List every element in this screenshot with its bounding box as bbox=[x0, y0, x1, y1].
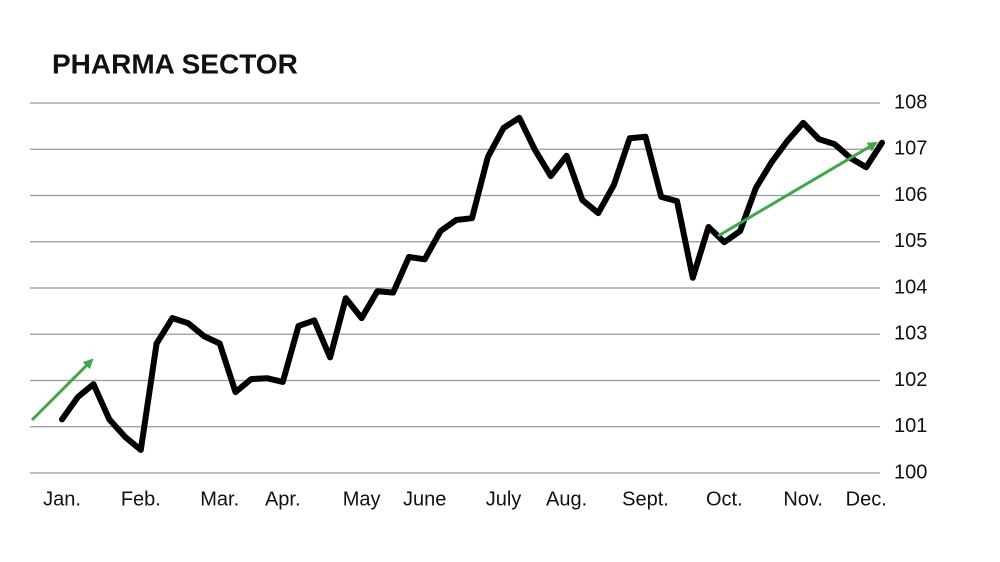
trend-arrow bbox=[717, 141, 878, 238]
y-tick-label: 101 bbox=[894, 415, 927, 437]
x-tick-label: Sept. bbox=[622, 488, 669, 510]
x-tick-label: May bbox=[343, 488, 381, 510]
y-tick-label: 100 bbox=[894, 461, 927, 483]
y-tick-label: 106 bbox=[894, 184, 927, 206]
y-tick-label: 103 bbox=[894, 323, 927, 345]
chart-title: PHARMA SECTOR bbox=[52, 48, 298, 79]
x-tick-label: Apr. bbox=[265, 488, 301, 510]
x-tick-label: Mar. bbox=[200, 488, 239, 510]
x-tick-label: Jan. bbox=[43, 488, 81, 510]
y-tick-label: 107 bbox=[894, 138, 927, 160]
x-tick-label: Nov. bbox=[783, 488, 823, 510]
price-line bbox=[59, 114, 885, 453]
y-tick-label: 105 bbox=[894, 230, 927, 252]
x-tick-label: Dec. bbox=[846, 488, 887, 510]
y-tick-label: 108 bbox=[894, 91, 927, 113]
x-tick-label: July bbox=[486, 488, 522, 510]
trend-arrow bbox=[30, 358, 94, 422]
x-tick-label: June bbox=[403, 488, 446, 510]
x-tick-label: Aug. bbox=[546, 488, 587, 510]
y-tick-label: 102 bbox=[894, 369, 927, 391]
y-tick-label: 104 bbox=[894, 276, 927, 298]
x-tick-label: Feb. bbox=[121, 488, 161, 510]
x-tick-label: Oct. bbox=[706, 488, 743, 510]
